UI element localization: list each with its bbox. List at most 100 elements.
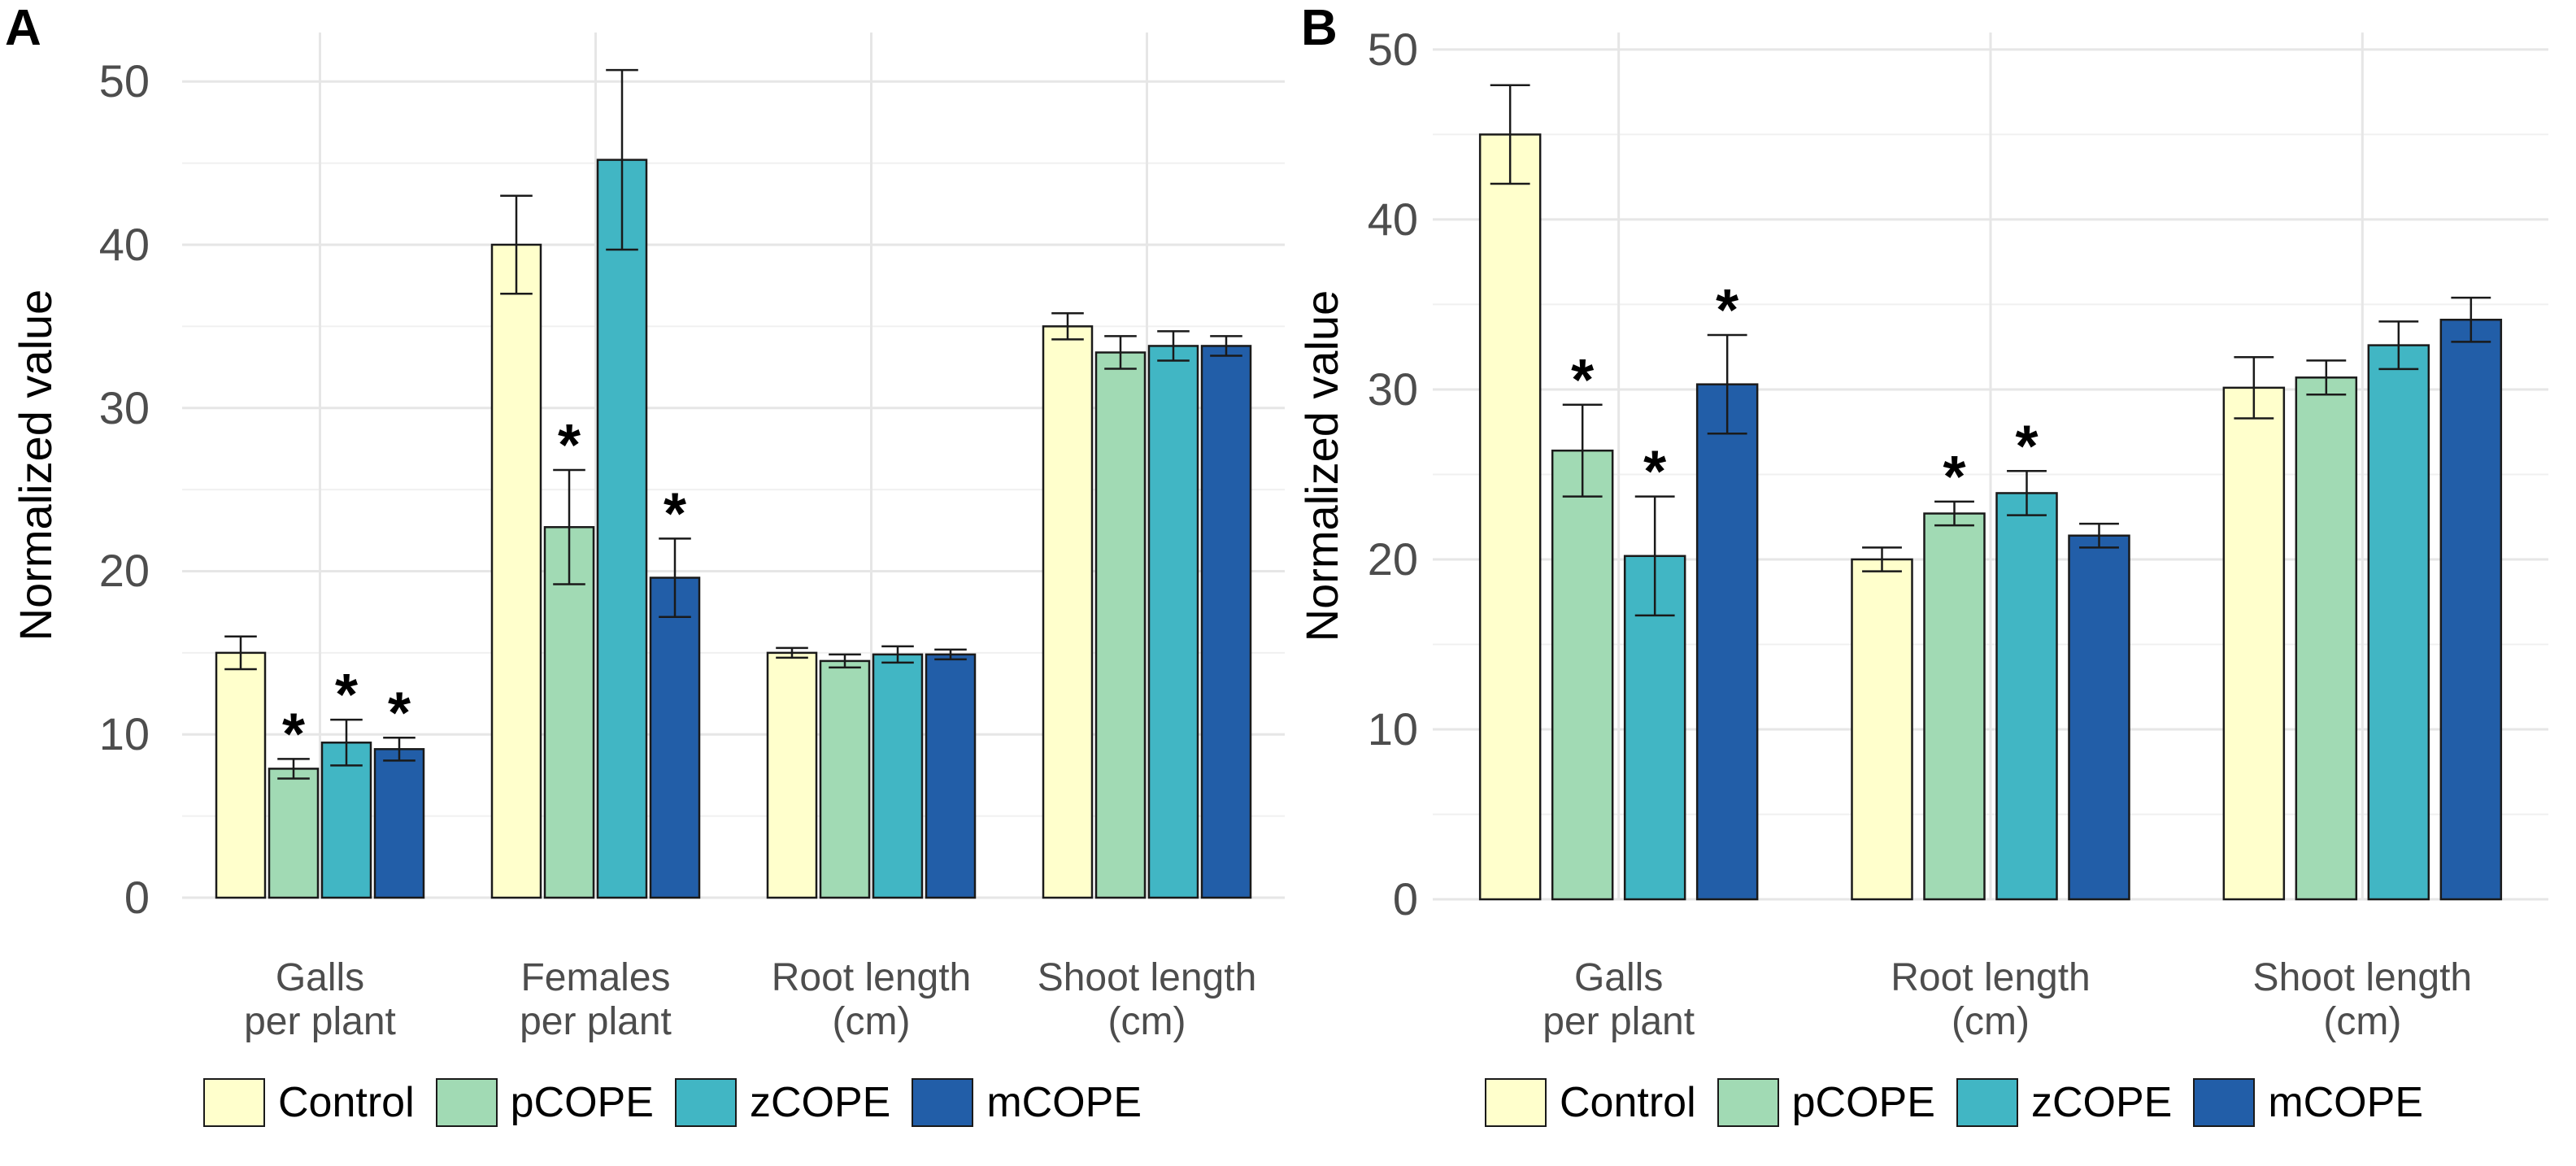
bar-pcope-1	[543, 526, 595, 899]
y-tick-label: 30	[98, 381, 150, 433]
bar-pcope-0	[1551, 449, 1614, 901]
significance-marker: *	[1943, 445, 1965, 510]
x-tick-line-1: Females	[520, 956, 671, 999]
x-tick-label: Shoot length (cm)	[1009, 956, 1286, 1044]
legend-swatch	[203, 1078, 265, 1127]
x-tick-line-2: (cm)	[1952, 999, 2030, 1043]
bar-control-0	[215, 651, 267, 899]
legend-item-pcope: pCOPE	[435, 1078, 654, 1127]
legend-label: pCOPE	[1791, 1079, 1935, 1126]
significance-marker: *	[664, 481, 686, 546]
y-axis-label: Normalized value	[10, 289, 61, 642]
y-tick-label: 40	[1367, 193, 1418, 245]
significance-marker: *	[1716, 278, 1738, 343]
x-tick-line-1: Root length	[1891, 956, 2091, 999]
significance-marker: *	[558, 413, 581, 478]
chart-a-svg: * * * * *	[182, 33, 1285, 899]
x-tick-line-2: (cm)	[832, 999, 911, 1043]
y-tick-label: 50	[98, 55, 150, 107]
legend-swatch	[1717, 1078, 1779, 1127]
bar-control-2	[766, 651, 818, 899]
x-tick-label: Galls per plant	[182, 956, 459, 1044]
x-tick-label: Root length (cm)	[1852, 956, 2129, 1044]
legend-item-zcope: zCOPE	[674, 1078, 891, 1127]
x-tick-line-2: per plant	[244, 999, 396, 1043]
y-tick-label: 10	[1367, 703, 1418, 755]
x-tick-label: Root length (cm)	[733, 956, 1010, 1044]
y-tick-label: 40	[98, 218, 150, 270]
bar-mcope-1	[2068, 534, 2130, 901]
bar-pcope-0	[268, 768, 320, 899]
legend: Control pCOPE zCOPE mCOPE	[1485, 1078, 2444, 1127]
chart-panel-a: A * * * * * Normalized value 0 10 20 30 40 50 Galls…	[5, 0, 1286, 1127]
bar-mcope-0	[1695, 383, 1759, 901]
y-tick-label: 20	[98, 545, 150, 597]
bar-mcope-1	[649, 576, 701, 899]
x-tick-line-1: Root length	[771, 956, 972, 999]
panel-label-b: B	[1301, 0, 1338, 56]
x-tick-line-1: Galls	[275, 956, 365, 999]
bar-mcope-2	[2439, 318, 2503, 901]
y-tick-label: 30	[1367, 363, 1418, 415]
significance-marker: *	[282, 702, 305, 767]
x-tick-line-1: Galls	[1573, 956, 1664, 999]
significance-marker: *	[335, 663, 358, 728]
x-tick-line-1: Shoot length	[1037, 956, 1257, 999]
legend: Control pCOPE zCOPE mCOPE	[203, 1078, 1163, 1127]
y-tick-label: 10	[98, 708, 150, 760]
x-tick-label: Females per plant	[458, 956, 734, 1044]
bar-control-1	[1851, 558, 1913, 901]
y-tick-label: 0	[124, 872, 150, 923]
bar-pcope-2	[819, 659, 871, 899]
legend-swatch	[674, 1078, 737, 1127]
x-tick-label: Galls per plant	[1481, 956, 1757, 1044]
significance-marker: *	[2015, 414, 2038, 479]
legend-item-zcope: zCOPE	[1956, 1078, 2172, 1127]
y-tick-label: 50	[1367, 23, 1418, 75]
significance-marker: *	[1643, 440, 1666, 505]
x-tick-line-2: (cm)	[1107, 999, 1186, 1043]
bar-control-3	[1042, 325, 1094, 899]
bar-zcope-1	[1995, 492, 2058, 901]
bar-zcope-0	[320, 742, 372, 899]
bar-zcope-3	[1147, 345, 1199, 899]
y-tick-label: 0	[1392, 873, 1418, 925]
significance-marker: *	[1571, 348, 1594, 413]
bar-pcope-2	[2295, 376, 2358, 901]
x-tick-label: Shoot length (cm)	[2224, 956, 2500, 1044]
bar-mcope-0	[373, 748, 425, 899]
chart-b-svg: * * * * *	[1433, 33, 2548, 901]
legend-swatch	[435, 1078, 498, 1127]
bar-zcope-2	[872, 653, 924, 899]
bar-control-0	[1478, 133, 1542, 901]
bar-mcope-2	[925, 653, 977, 899]
x-tick-line-2: per plant	[1543, 999, 1695, 1043]
panel-label-a: A	[5, 0, 41, 56]
chart-panel-b: B * * * * * Normalized value 0 10 20 30 40 50 Galls…	[1288, 0, 2576, 1166]
x-tick-line-1: Shoot length	[2252, 956, 2473, 999]
legend-label: Control	[1560, 1079, 1696, 1126]
bar-mcope-3	[1200, 345, 1252, 899]
legend-swatch	[1956, 1078, 2018, 1127]
legend-item-mcope: mCOPE	[912, 1078, 1142, 1127]
y-tick-label: 20	[1367, 533, 1418, 585]
legend-item-mcope: mCOPE	[2193, 1078, 2423, 1127]
legend-label: Control	[278, 1079, 415, 1126]
bar-control-2	[2222, 386, 2286, 901]
legend-label: zCOPE	[749, 1079, 891, 1126]
bar-zcope-2	[2367, 344, 2430, 901]
legend-item-pcope: pCOPE	[1717, 1078, 1935, 1127]
legend-swatch	[2193, 1078, 2256, 1127]
bar-pcope-1	[1923, 512, 1986, 901]
legend-item-control: Control	[203, 1078, 415, 1127]
x-tick-line-2: (cm)	[2323, 999, 2402, 1043]
legend-swatch	[1485, 1078, 1547, 1127]
significance-marker: *	[388, 681, 411, 746]
legend-label: mCOPE	[986, 1079, 1142, 1126]
bar-control-1	[490, 243, 542, 899]
y-axis-label: Normalized value	[1296, 289, 1347, 642]
legend-item-control: Control	[1485, 1078, 1696, 1127]
legend-label: zCOPE	[2030, 1079, 2173, 1126]
bar-pcope-3	[1094, 351, 1147, 899]
legend-label: pCOPE	[510, 1079, 654, 1126]
